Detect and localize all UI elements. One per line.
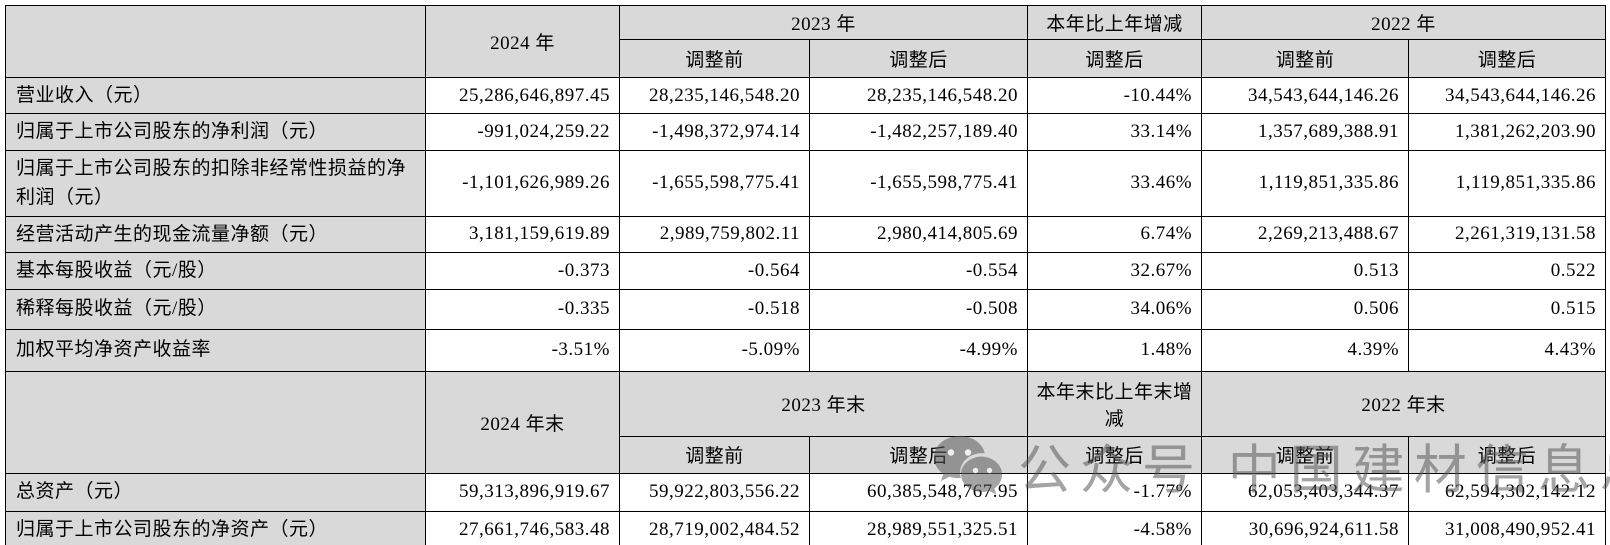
cell-value: 34,543,644,146.26: [1201, 76, 1410, 115]
subheader-2023end-pre: 调整前: [619, 435, 810, 474]
section1-header-row-2: 调整前 调整后 调整后 调整前 调整后: [6, 39, 1607, 78]
col-header-2024-end: 2024 年末: [425, 370, 620, 474]
table-row: 归属于上市公司股东的净资产（元） 27,661,746,583.48 28,71…: [5, 510, 1607, 545]
cell-value: -5.09%: [619, 328, 810, 372]
col-header-2023-end: 2023 年末: [618, 370, 1029, 437]
row-label: 归属于上市公司股东的净资产（元）: [5, 510, 426, 545]
cell-value: 32.67%: [1027, 252, 1203, 290]
subheader-2022-pre: 调整前: [1201, 39, 1410, 78]
cell-value: 0.515: [1408, 288, 1607, 330]
cell-value: 2,989,759,802.11: [619, 215, 810, 254]
subheader-2023end-post: 调整后: [808, 435, 1029, 474]
corner-blank-cell: [5, 5, 426, 78]
row-label: 加权平均净资产收益率: [5, 328, 426, 372]
row-label: 经营活动产生的现金流量净额（元）: [5, 215, 426, 254]
cell-value: -4.99%: [808, 328, 1029, 372]
row-label: 归属于上市公司股东的扣除非经常性损益的净利润（元）: [5, 149, 426, 217]
cell-value: -991,024,259.22: [425, 113, 620, 151]
table-row: 经营活动产生的现金流量净额（元） 3,181,159,619.89 2,989,…: [5, 215, 1607, 254]
col-header-2022: 2022 年: [1201, 5, 1607, 40]
key-accounting-data-table: 2024 年 2023 年 本年比上年增减 2022 年 调整前 调整后 调整后…: [5, 5, 1607, 545]
section2-header-row-2: 调整前 调整后 调整后 调整前 调整后: [6, 435, 1607, 474]
table-row: 归属于上市公司股东的扣除非经常性损益的净利润（元） -1,101,626,989…: [5, 149, 1607, 217]
table-row: 归属于上市公司股东的净利润（元） -991,024,259.22 -1,498,…: [5, 113, 1607, 151]
table-row: 稀释每股收益（元/股） -0.335 -0.518 -0.508 34.06% …: [5, 288, 1607, 330]
cell-value: -3.51%: [425, 328, 620, 372]
table-row: 加权平均净资产收益率 -3.51% -5.09% -4.99% 1.48% 4.…: [5, 328, 1607, 372]
row-label: 基本每股收益（元/股）: [5, 252, 426, 290]
cell-value: 1,119,851,335.86: [1201, 149, 1410, 217]
cell-value: 1,381,262,203.90: [1408, 113, 1607, 151]
row-label: 稀释每股收益（元/股）: [5, 288, 426, 330]
cell-value: 0.522: [1408, 252, 1607, 290]
cell-value: 28,989,551,325.51: [808, 510, 1029, 545]
cell-value: 62,594,302,142.12: [1408, 472, 1607, 512]
cell-value: 0.506: [1201, 288, 1410, 330]
cell-value: 2,261,319,131.58: [1408, 215, 1607, 254]
cell-value: -1,482,257,189.40: [808, 113, 1029, 151]
cell-value: -1,655,598,775.41: [808, 149, 1029, 217]
cell-value: 34.06%: [1027, 288, 1203, 330]
cell-value: 28,235,146,548.20: [808, 76, 1029, 115]
cell-value: 33.46%: [1027, 149, 1203, 217]
section1-header-row-1: 2024 年 2023 年 本年比上年增减 2022 年: [5, 5, 1607, 78]
cell-value: 27,661,746,583.48: [425, 510, 620, 545]
cell-value: -1.77%: [1027, 472, 1203, 512]
subheader-2022-post: 调整后: [1408, 39, 1607, 78]
cell-value: -1,101,626,989.26: [425, 149, 620, 217]
cell-value: 62,053,403,344.37: [1201, 472, 1410, 512]
subheader-changeend-post: 调整后: [1027, 435, 1203, 474]
cell-value: 4.43%: [1408, 328, 1607, 372]
cell-value: -1,655,598,775.41: [619, 149, 810, 217]
cell-value: 0.513: [1201, 252, 1410, 290]
cell-value: 1,119,851,335.86: [1408, 149, 1607, 217]
cell-value: -1,498,372,974.14: [619, 113, 810, 151]
cell-value: 28,719,002,484.52: [619, 510, 810, 545]
cell-value: -0.335: [425, 288, 620, 330]
cell-value: -4.58%: [1027, 510, 1203, 545]
subheader-change-post: 调整后: [1027, 39, 1203, 78]
row-label: 总资产（元）: [5, 472, 426, 512]
cell-value: 31,008,490,952.41: [1408, 510, 1607, 545]
col-header-2024: 2024 年: [425, 5, 620, 78]
cell-value: 4.39%: [1201, 328, 1410, 372]
cell-value: -0.373: [425, 252, 620, 290]
cell-value: 6.74%: [1027, 215, 1203, 254]
col-header-change-end: 本年末比上年末增减: [1027, 370, 1203, 437]
corner-blank-cell: [5, 370, 426, 474]
cell-value: 30,696,924,611.58: [1201, 510, 1410, 545]
subheader-2023-pre: 调整前: [619, 39, 810, 78]
cell-value: 3,181,159,619.89: [425, 215, 620, 254]
table-row: 总资产（元） 59,313,896,919.67 59,922,803,556.…: [5, 472, 1607, 512]
subheader-2022end-pre: 调整前: [1201, 435, 1410, 474]
row-label: 营业收入（元）: [5, 76, 426, 115]
section2-header-row-1: 2024 年末 2023 年末 本年末比上年末增减 2022 年末: [5, 370, 1607, 474]
table-row: 基本每股收益（元/股） -0.373 -0.564 -0.554 32.67% …: [5, 252, 1607, 290]
table-row: 营业收入（元） 25,286,646,897.45 28,235,146,548…: [5, 76, 1607, 115]
subheader-2022end-post: 调整后: [1408, 435, 1607, 474]
cell-value: 33.14%: [1027, 113, 1203, 151]
col-header-change: 本年比上年增减: [1027, 5, 1203, 40]
col-header-2022-end: 2022 年末: [1201, 370, 1607, 437]
cell-value: -0.518: [619, 288, 810, 330]
cell-value: 34,543,644,146.26: [1408, 76, 1607, 115]
cell-value: -0.564: [619, 252, 810, 290]
cell-value: 1,357,689,388.91: [1201, 113, 1410, 151]
row-label: 归属于上市公司股东的净利润（元）: [5, 113, 426, 151]
cell-value: 59,313,896,919.67: [425, 472, 620, 512]
cell-value: 25,286,646,897.45: [425, 76, 620, 115]
col-header-2023: 2023 年: [618, 5, 1029, 40]
cell-value: -0.508: [808, 288, 1029, 330]
cell-value: 59,922,803,556.22: [619, 472, 810, 512]
cell-value: 2,269,213,488.67: [1201, 215, 1410, 254]
cell-value: 28,235,146,548.20: [619, 76, 810, 115]
subheader-2023-post: 调整后: [808, 39, 1029, 78]
cell-value: 2,980,414,805.69: [808, 215, 1029, 254]
cell-value: -10.44%: [1027, 76, 1203, 115]
cell-value: 1.48%: [1027, 328, 1203, 372]
cell-value: -0.554: [808, 252, 1029, 290]
cell-value: 60,385,548,767.95: [808, 472, 1029, 512]
